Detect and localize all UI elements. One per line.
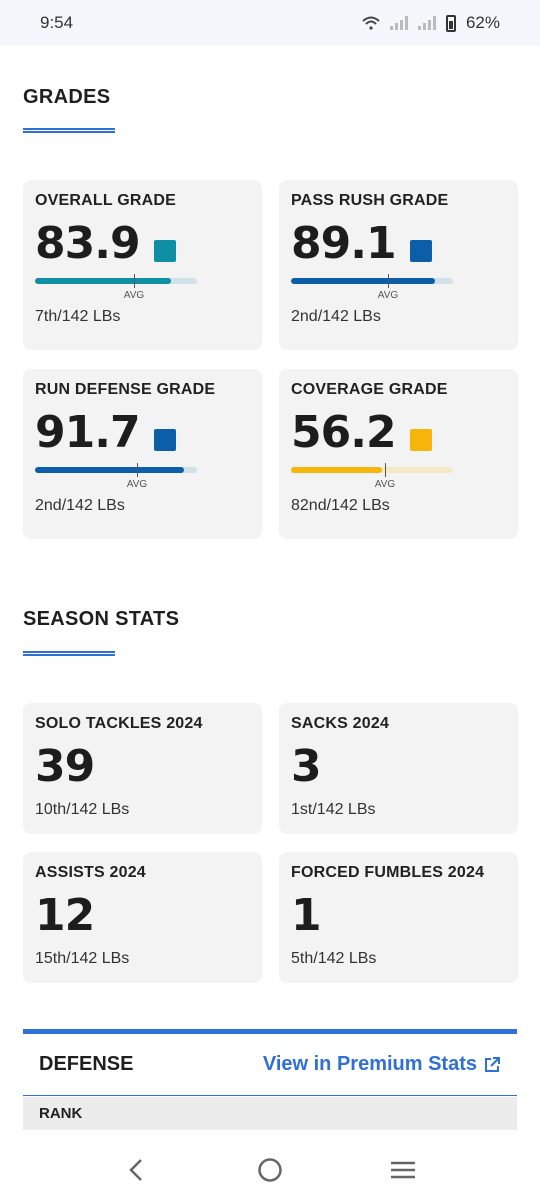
- grade-color-swatch: [409, 240, 432, 262]
- grade-value: 91.7: [35, 407, 141, 458]
- grade-color-swatch: [153, 429, 176, 451]
- defense-accent-bar: [23, 1029, 517, 1034]
- season-stats-title: SEASON STATS: [23, 608, 180, 630]
- grade-bar: AVG: [291, 463, 453, 493]
- stat-label: SACKS 2024: [291, 715, 390, 732]
- grade-bar-fill: [291, 278, 435, 284]
- stat-rank: 10th/142 LBs: [35, 801, 130, 818]
- season-stat-card[interactable]: SOLO TACKLES 2024 39 10th/142 LBs: [23, 703, 262, 834]
- battery-icon: [445, 14, 456, 32]
- stat-value: 39: [35, 741, 95, 792]
- battery-percent: 62%: [465, 13, 500, 32]
- grade-rank: 7th/142 LBs: [35, 308, 121, 325]
- grade-card[interactable]: PASS RUSH GRADE 89.1 AVG 2nd/142 LBs: [279, 180, 518, 350]
- view-premium-stats-link[interactable]: View in Premium Stats: [263, 1053, 501, 1076]
- back-chevron-icon: [128, 1159, 142, 1181]
- avg-label: AVG: [126, 479, 148, 490]
- grade-rank: 82nd/142 LBs: [291, 497, 390, 514]
- grade-bar: AVG: [35, 274, 197, 304]
- grade-value-row: 83.9: [35, 218, 250, 266]
- grade-label: COVERAGE GRADE: [291, 381, 448, 398]
- grade-value: 83.9: [35, 218, 141, 269]
- grade-value-row: 56.2: [291, 407, 506, 455]
- grade-label: PASS RUSH GRADE: [291, 192, 449, 209]
- premium-link-label: View in Premium Stats: [262, 1053, 477, 1075]
- season-stat-card[interactable]: SACKS 2024 3 1st/142 LBs: [279, 703, 518, 834]
- season-stats-underline: [23, 651, 115, 656]
- grade-label: OVERALL GRADE: [35, 192, 176, 209]
- grades-title: GRADES: [23, 86, 111, 108]
- avg-tick: [134, 274, 135, 288]
- grade-rank: 2nd/142 LBs: [35, 497, 125, 514]
- season-stat-card[interactable]: FORCED FUMBLES 2024 1 5th/142 LBs: [279, 852, 518, 983]
- signal-icon: [389, 16, 408, 30]
- defense-header: DEFENSE View in Premium Stats: [23, 1034, 517, 1096]
- signal-icon-2: [417, 16, 436, 30]
- grade-color-swatch: [409, 429, 432, 451]
- rank-column-header: RANK: [23, 1097, 517, 1130]
- external-link-icon: [485, 1056, 500, 1072]
- avg-label: AVG: [374, 479, 396, 490]
- grades-underline: [23, 128, 115, 133]
- grade-value-row: 89.1: [291, 218, 506, 266]
- status-icons: 62%: [362, 13, 500, 33]
- avg-tick: [385, 463, 386, 477]
- home-button[interactable]: [250, 1150, 290, 1190]
- stat-rank: 15th/142 LBs: [35, 950, 130, 967]
- stat-rank: 1st/142 LBs: [291, 801, 376, 818]
- grade-bar-fill: [291, 467, 382, 473]
- avg-tick: [388, 274, 389, 288]
- stat-label: ASSISTS 2024: [35, 864, 146, 881]
- stat-value: 1: [291, 890, 322, 941]
- stat-value: 3: [291, 741, 322, 792]
- stat-value: 12: [35, 890, 95, 941]
- avg-label: AVG: [377, 290, 399, 301]
- season-stat-card[interactable]: ASSISTS 2024 12 15th/142 LBs: [23, 852, 262, 983]
- grade-color-swatch: [153, 240, 176, 262]
- defense-title: DEFENSE: [39, 1053, 134, 1075]
- navigation-bar: [0, 1140, 540, 1200]
- back-button[interactable]: [117, 1150, 157, 1190]
- grade-rank: 2nd/142 LBs: [291, 308, 381, 325]
- stat-label: SOLO TACKLES 2024: [35, 715, 203, 732]
- grade-card[interactable]: COVERAGE GRADE 56.2 AVG 82nd/142 LBs: [279, 369, 518, 539]
- stat-rank: 5th/142 LBs: [291, 950, 377, 967]
- grade-bar-fill: [35, 467, 184, 473]
- status-time: 9:54: [40, 13, 74, 32]
- grade-label: RUN DEFENSE GRADE: [35, 381, 216, 398]
- recents-button[interactable]: [383, 1150, 423, 1190]
- grade-bar: AVG: [291, 274, 453, 304]
- grade-card[interactable]: RUN DEFENSE GRADE 91.7 AVG 2nd/142 LBs: [23, 369, 262, 539]
- avg-tick: [137, 463, 138, 477]
- grade-value: 89.1: [291, 218, 397, 269]
- grade-value: 56.2: [291, 407, 397, 458]
- grade-value-row: 91.7: [35, 407, 250, 455]
- avg-label: AVG: [123, 290, 145, 301]
- stat-label: FORCED FUMBLES 2024: [291, 864, 485, 881]
- grade-card[interactable]: OVERALL GRADE 83.9 AVG 7th/142 LBs: [23, 180, 262, 350]
- grade-bar-fill: [35, 278, 171, 284]
- status-bar: 9:54 62%: [0, 0, 540, 46]
- wifi-icon: [362, 16, 380, 30]
- grade-bar: AVG: [35, 463, 197, 493]
- menu-lines-icon: [391, 1161, 416, 1179]
- home-circle-icon: [258, 1158, 282, 1182]
